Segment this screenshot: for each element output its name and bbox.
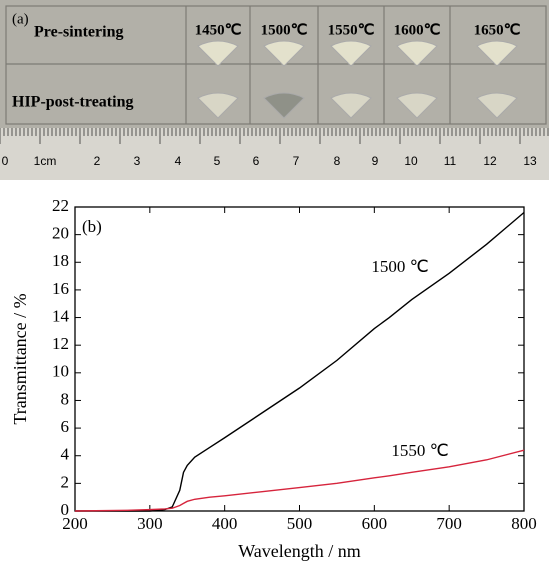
y-tick-label: 10	[52, 362, 69, 381]
x-tick-label: 200	[62, 514, 88, 533]
temperature-label: 1450℃	[195, 22, 242, 38]
sample	[263, 92, 305, 119]
temperature-label: 1650℃	[474, 22, 521, 38]
photo-grid	[5, 5, 547, 125]
sample	[476, 92, 518, 119]
ruler-label: 10	[404, 154, 418, 168]
y-tick-label: 16	[52, 279, 69, 298]
ruler-label: 9	[372, 154, 379, 168]
ruler-label: 1cm	[34, 154, 57, 168]
y-tick-label: 4	[61, 445, 70, 464]
x-tick-label: 600	[362, 514, 388, 533]
y-tick-label: 20	[52, 224, 69, 243]
x-tick-label: 500	[287, 514, 313, 533]
y-tick-label: 0	[61, 500, 70, 519]
ruler-label: 8	[334, 154, 341, 168]
y-axis-label: Transmittance / %	[10, 293, 30, 424]
x-tick-label: 400	[212, 514, 238, 533]
temperature-label: 1600℃	[394, 22, 441, 38]
ruler-label: 3	[134, 154, 141, 168]
x-tick-label: 700	[436, 514, 462, 533]
x-tick-label: 800	[511, 514, 537, 533]
sample	[197, 92, 239, 119]
y-tick-label: 18	[52, 251, 69, 270]
y-tick-label: 6	[61, 417, 70, 436]
ruler-label: 11	[444, 154, 457, 168]
ruler-label: 5	[214, 154, 221, 168]
sample	[396, 40, 438, 67]
chart-title: (b)	[82, 217, 102, 236]
sample	[396, 92, 438, 119]
line-series	[74, 449, 525, 512]
ruler-label: 4	[175, 154, 182, 168]
x-tick-label: 300	[137, 514, 163, 533]
series-label: 1550 ℃	[391, 441, 448, 460]
ruler-label: 0	[2, 154, 9, 168]
row-label: HIP-post-treating	[12, 94, 133, 111]
ruler-label: 12	[483, 154, 497, 168]
y-tick-label: 14	[52, 306, 70, 325]
temperature-label: 1500℃	[261, 22, 308, 38]
sample	[263, 40, 305, 67]
sample	[330, 92, 372, 119]
line-series	[75, 211, 525, 512]
ruler-label: 7	[293, 154, 300, 168]
ruler-label: 13	[523, 154, 537, 168]
ruler-label: 6	[253, 154, 260, 168]
sample	[330, 40, 372, 67]
temperature-label: 1550℃	[328, 22, 375, 38]
sample	[476, 40, 518, 67]
row-label: Pre-sintering	[34, 24, 123, 41]
ruler-label: 2	[94, 154, 101, 168]
y-tick-label: 22	[52, 196, 69, 215]
series-label: 1500 ℃	[371, 257, 428, 276]
x-axis-label: Wavelength / nm	[238, 541, 361, 561]
y-tick-label: 8	[61, 389, 70, 408]
panel-label: (a)	[12, 11, 29, 27]
y-tick-label: 12	[52, 334, 69, 353]
ruler	[0, 128, 549, 180]
sample	[197, 40, 239, 67]
y-tick-label: 2	[61, 472, 70, 491]
